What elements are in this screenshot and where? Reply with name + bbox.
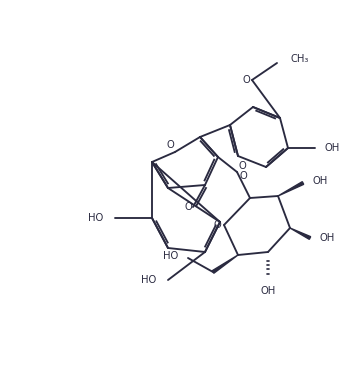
Text: CH₃: CH₃ xyxy=(291,54,310,64)
Text: O: O xyxy=(239,171,247,181)
Polygon shape xyxy=(278,182,304,196)
Text: O: O xyxy=(213,220,221,230)
Text: HO: HO xyxy=(141,275,156,285)
Text: OH: OH xyxy=(325,143,340,153)
Polygon shape xyxy=(290,228,311,239)
Text: O: O xyxy=(184,202,192,212)
Text: HO: HO xyxy=(88,213,103,223)
Text: HO: HO xyxy=(163,251,178,261)
Text: O: O xyxy=(242,75,250,85)
Text: O: O xyxy=(166,140,174,150)
Text: OH: OH xyxy=(260,286,276,296)
Text: OH: OH xyxy=(320,233,335,243)
Text: OH: OH xyxy=(313,176,328,186)
Polygon shape xyxy=(212,255,238,273)
Text: O: O xyxy=(238,161,246,171)
